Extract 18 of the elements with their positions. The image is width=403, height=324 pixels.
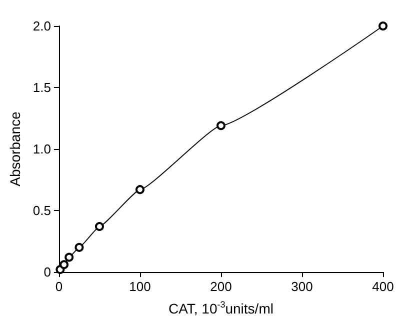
x-tick-label: 0: [55, 279, 63, 294]
y-tick-label: 2.0: [32, 18, 51, 34]
y-tick-label: 1.0: [32, 142, 51, 156]
x-tick-label: 200: [210, 279, 232, 294]
point: [216, 121, 226, 130]
point: [64, 252, 74, 262]
point: [94, 222, 104, 231]
x-tick-label: 300: [291, 279, 313, 294]
point: [74, 242, 84, 252]
y-axis-title: Absorbance: [7, 111, 23, 186]
y-tick-label: 1.5: [32, 80, 51, 95]
x-tick-label: 100: [129, 279, 151, 294]
x-tick-label: 400: [372, 279, 394, 294]
y-tick-label: 0: [44, 264, 51, 280]
point: [135, 185, 144, 194]
point: [378, 22, 388, 30]
point: [60, 260, 69, 270]
y-tick-label: 0.5: [32, 203, 51, 218]
